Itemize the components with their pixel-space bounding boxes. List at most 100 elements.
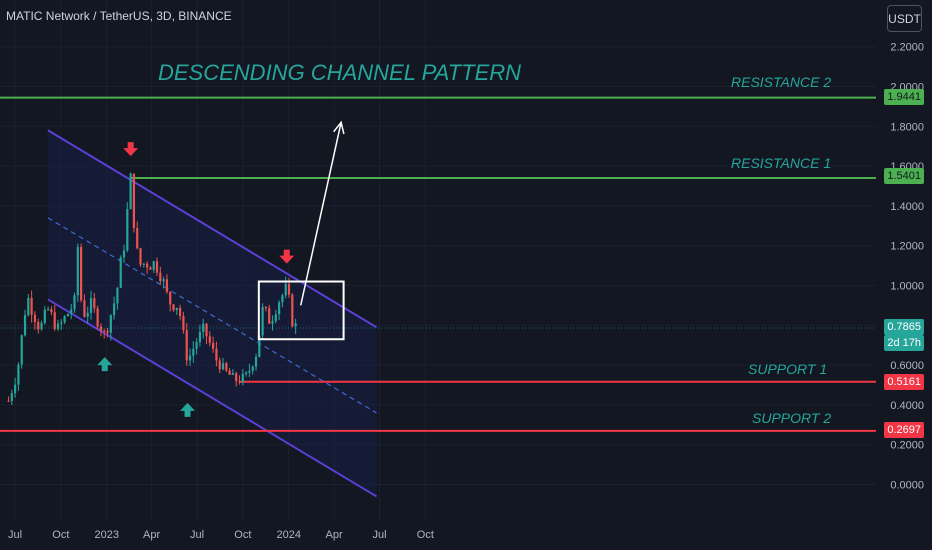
candle-body: [281, 295, 284, 303]
candle-body: [20, 335, 23, 365]
candle-body: [195, 342, 198, 349]
candle-body: [185, 330, 188, 361]
candle-body: [159, 272, 162, 282]
candle-body: [43, 309, 46, 323]
arrow-up-marker-icon: [180, 402, 196, 417]
candle-body: [264, 306, 268, 309]
candle-body: [96, 308, 99, 327]
y-tick-label: 0.0000: [890, 480, 924, 492]
candle-body: [60, 322, 63, 324]
support-1-price-label: 0.5161: [884, 374, 924, 390]
candle-body: [129, 173, 132, 210]
candle-body: [268, 308, 271, 324]
candle-body: [169, 291, 172, 305]
candle-body: [248, 370, 251, 373]
candle-body: [80, 246, 83, 301]
x-tick-label: Apr: [326, 529, 343, 541]
channel-lower-line[interactable]: [47, 298, 378, 498]
candle-body: [14, 384, 17, 394]
x-tick-label: Apr: [143, 529, 160, 541]
candle-body: [175, 307, 178, 311]
candle-body: [284, 284, 287, 296]
candle-body: [192, 348, 195, 356]
arrow-down-marker-icon: [279, 249, 295, 264]
symbol-header: MATIC Network / TetherUS, 3D, BINANCE: [6, 9, 232, 23]
candle-body: [132, 173, 136, 229]
candle-body: [103, 330, 106, 332]
x-tick-label: Jul: [190, 529, 204, 541]
candle-body: [155, 261, 159, 273]
x-tick-label: Jul: [372, 529, 386, 541]
candle-body: [202, 323, 205, 332]
projection-arrow-line[interactable]: [299, 122, 342, 306]
candle-body: [126, 209, 129, 251]
candle-body: [76, 246, 79, 296]
candle-body: [179, 307, 182, 317]
candle-body: [33, 314, 37, 322]
candle-body: [50, 309, 53, 313]
x-tick-label: 2024: [277, 529, 301, 541]
candle-body: [119, 257, 122, 288]
x-tick-label: Jul: [8, 529, 22, 541]
candle-body: [56, 323, 60, 330]
candle-body: [221, 363, 225, 370]
candle-body: [86, 312, 89, 317]
candle-body: [53, 312, 56, 330]
candle-body: [261, 306, 264, 336]
candle-body: [149, 267, 152, 270]
currency-unit-button[interactable]: USDT: [887, 5, 922, 32]
support-2-text: SUPPORT 2: [752, 410, 832, 426]
x-tick-label: 2023: [95, 529, 119, 541]
candle-body: [30, 297, 33, 315]
candle-body: [172, 304, 175, 311]
current-price-label: 0.7865: [884, 319, 924, 335]
candle-body: [116, 287, 119, 304]
candle-body: [40, 322, 43, 330]
x-tick-label: Oct: [52, 529, 69, 541]
candle-body: [37, 321, 40, 330]
channel-upper-line[interactable]: [47, 129, 378, 329]
y-tick-label: 2.2000: [890, 42, 924, 54]
candle-body: [142, 263, 145, 265]
candle-body: [70, 309, 73, 315]
candle-body: [23, 315, 27, 336]
candle-body: [113, 303, 116, 316]
candle-body: [162, 279, 165, 282]
candle-body: [10, 393, 13, 402]
candle-body: [93, 298, 96, 309]
candle-body: [245, 372, 248, 374]
candle-body: [27, 297, 30, 316]
y-tick-label: 1.2000: [890, 241, 924, 253]
candle-body: [258, 335, 261, 357]
channel-mid-line[interactable]: [47, 217, 377, 414]
y-tick-label: 0.4000: [890, 400, 924, 412]
candle-body: [235, 373, 238, 382]
y-tick-label: 0.2000: [890, 440, 924, 452]
candle-body: [99, 326, 103, 331]
resistance-1-text: RESISTANCE 1: [731, 155, 832, 171]
support-1-text: SUPPORT 1: [748, 361, 828, 377]
candle-body: [291, 294, 294, 327]
candle-body: [274, 314, 277, 322]
candle-body: [198, 331, 202, 343]
candle-body: [238, 381, 241, 383]
channel-fill: [47, 130, 377, 497]
candle-body: [188, 355, 192, 361]
candle-body: [109, 315, 112, 333]
candle-body: [66, 314, 70, 317]
candle-body: [228, 370, 231, 375]
resistance-1-price-label: 1.5401: [884, 168, 924, 184]
arrow-down-marker-icon: [123, 142, 139, 157]
candle-body: [63, 316, 66, 323]
arrow-up-marker-icon: [97, 357, 113, 372]
candle-body: [73, 295, 76, 310]
resistance-2-price-label: 1.9441: [884, 89, 924, 105]
countdown-label: 2d 17h: [884, 335, 924, 351]
candle-body: [165, 279, 169, 292]
candle-body: [212, 342, 215, 349]
candle-body: [294, 323, 297, 327]
candle-body: [136, 228, 139, 249]
x-tick-label: Oct: [417, 529, 434, 541]
breakout-box[interactable]: [257, 280, 345, 341]
